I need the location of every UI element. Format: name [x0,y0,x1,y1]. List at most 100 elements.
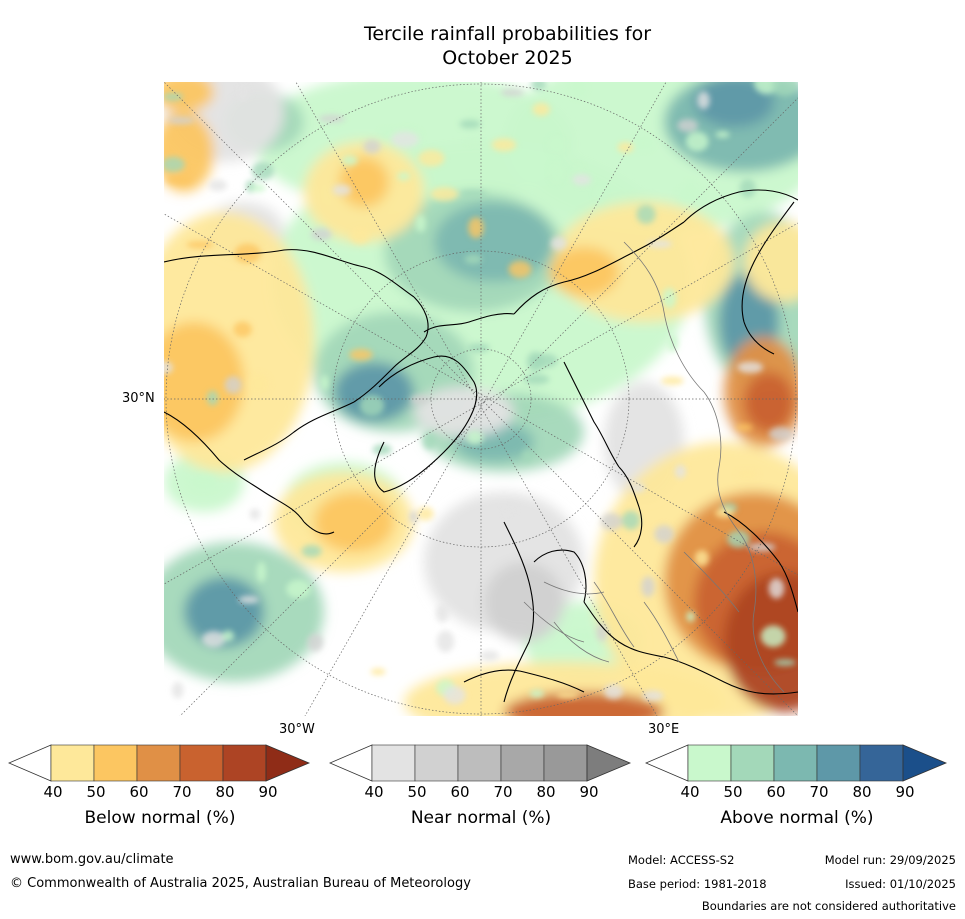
shading-speckle [318,114,346,123]
shading-speckle [208,179,228,192]
title-line-2: October 2025 [442,47,573,69]
shading-patch [504,692,664,716]
shading-speckle [468,217,484,239]
shading-speckle [508,260,532,278]
shading-speckle [466,430,484,445]
shading-speckle [186,241,214,249]
shading-speckle [363,139,381,154]
map-title: Tercile rainfall probabilities for Octob… [300,22,715,70]
shading-speckle [500,88,525,97]
colorbar-below-label: Below normal (%) [84,808,236,828]
shading-speckle [341,155,358,166]
shading-speckle [466,137,485,145]
shading-patch [164,82,214,112]
shading-patch [164,322,244,442]
shading-speckle [222,630,235,642]
shading-speckle [633,135,654,151]
shading-patch [339,157,389,207]
shading-speckle [320,375,330,391]
shading-speckle [556,692,580,699]
shading-speckle [600,513,623,531]
shading-speckle [529,689,545,698]
shading-speckle [238,595,259,604]
shading-speckle [190,473,218,490]
shading-speckle [522,449,533,463]
longitude-label-30w: 30°W [279,722,315,737]
colorbar-above-label: Above normal (%) [720,808,874,828]
shading-speckle [760,625,786,648]
shading-speckle [500,505,517,516]
country-borders [523,241,785,693]
colorbar-below-normal [8,744,312,782]
colorbar-swatch [730,744,775,782]
shading-speckle [572,174,591,186]
shading-speckle [164,361,173,375]
colorbar-min-extension [329,744,373,782]
shading-speckle [661,376,684,386]
tick-label: 80 [852,783,872,801]
colorbar-swatch [773,744,818,782]
shading-speckle [233,321,252,338]
colorbar-swatch [457,744,502,782]
colorbar-swatch [50,744,95,782]
shading-patch [549,247,619,297]
website-link[interactable]: www.bom.gov.au/climate [10,852,174,867]
shading-speckle [674,464,686,479]
shading-speckle [418,149,445,167]
shading-speckle [685,131,709,152]
shading-speckle [654,525,674,544]
shading-speckle [641,576,655,598]
probability-shading-detail [164,82,798,705]
shading-speckle [548,136,566,154]
colorbar-swatch [93,744,138,782]
model-run-date: Model run: 29/09/2025 [824,853,956,867]
shading-speckle [480,650,499,661]
shading-speckle [359,394,385,417]
probability-map [164,82,798,716]
shading-speckle [677,119,699,132]
shading-speckle [459,189,487,198]
shading-speckle [694,550,709,567]
shading-speckle [249,508,261,520]
longitude-label-30e: 30°E [648,722,680,737]
tick-label: 50 [86,783,106,801]
tick-label: 40 [680,783,700,801]
colorbar-min-extension [645,744,689,782]
colorbar-swatch [816,744,861,782]
shading-speckle [397,171,411,181]
shading-speckle [286,579,312,599]
shading-speckle [748,542,776,552]
shading-speckle [430,187,459,201]
shading-speckle [491,138,517,152]
shading-speckle [164,92,184,101]
shading-speckle [630,483,646,493]
colorbar-swatch [859,744,904,782]
graticule [164,82,798,716]
shading-speckle [571,82,586,98]
shading-speckle [617,142,634,153]
tick-label: 70 [809,783,829,801]
colorbar-near-swatches [329,744,632,782]
shading-speckle [774,659,796,667]
shading-speckle [372,444,392,455]
shading-speckle [642,690,664,702]
colorbar-below-swatches [8,744,311,782]
shading-speckle [332,184,352,196]
shading-patch [694,82,774,127]
shading-speckle [206,390,219,406]
coastlines [164,189,798,703]
tick-label: 70 [172,783,192,801]
shading-speckle [523,374,550,385]
shading-speckle [467,343,490,353]
shading-speckle [594,186,605,202]
model-name: Model: ACCESS-S2 [628,853,735,867]
shading-speckle [768,578,785,599]
shading-speckle [310,228,332,241]
shading-speckle [409,510,418,523]
shading-speckle [224,376,242,394]
colorbar-swatch [136,744,181,782]
shading-patch [184,577,264,647]
shading-patch [744,222,798,302]
shading-speckle [531,353,558,368]
shading-patch [314,492,394,552]
